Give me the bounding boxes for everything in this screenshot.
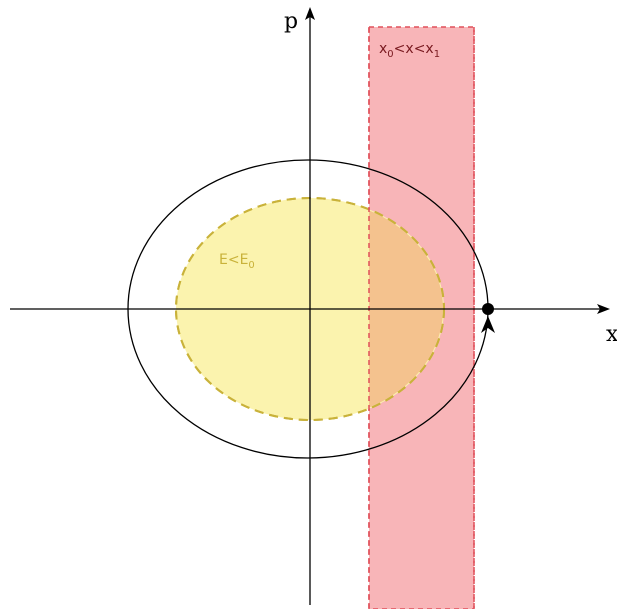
energy-label-sub: 0 [248, 260, 254, 271]
p-axis-arrow-icon [305, 7, 315, 20]
x-axis-label: x [606, 322, 617, 347]
band-label-x0: x [379, 41, 387, 57]
band-label-sub1: 1 [434, 49, 440, 60]
x-axis-arrow-icon [597, 304, 610, 314]
energy-region-label: E<E0 [219, 252, 255, 271]
orbit-direction-arrow-icon [481, 316, 495, 333]
band-label-mid: <x<x [394, 41, 434, 57]
p-axis-label: p [284, 9, 298, 34]
energy-label-main: E<E [219, 252, 248, 268]
band-label-sub0: 0 [387, 49, 393, 60]
state-point-marker [482, 303, 494, 315]
position-band-label: x0<x<x1 [379, 41, 440, 60]
